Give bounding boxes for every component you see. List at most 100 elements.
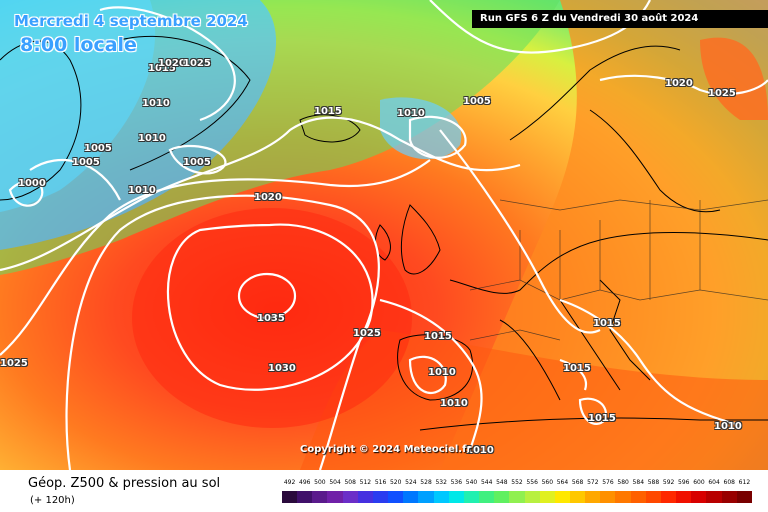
- run-info-banner: Run GFS 6 Z du Vendredi 30 août 2024: [472, 10, 768, 28]
- scale-swatch: [539, 491, 555, 503]
- warm-south-region: [300, 330, 768, 470]
- isobar-label: 1010: [466, 445, 494, 456]
- scale-swatch: [721, 491, 737, 503]
- scale-swatch: [433, 491, 449, 503]
- forecast-time: 8:00 locale: [20, 34, 137, 56]
- scale-label: 572: [587, 479, 599, 486]
- isobar-label: 1010: [128, 185, 156, 196]
- scale-swatch: [448, 491, 464, 503]
- isobar-label: 1005: [72, 157, 100, 168]
- isobar-label: 1015: [593, 318, 621, 329]
- scale-label: 588: [647, 479, 660, 486]
- scale-label: 560: [541, 479, 554, 486]
- isobars: [0, 0, 768, 470]
- scale-swatch: [297, 491, 313, 503]
- scale-swatch: [494, 491, 510, 503]
- isobar-label: 1015: [588, 413, 616, 424]
- scale-swatch: [660, 491, 677, 503]
- geopotential-map: [0, 0, 768, 470]
- chart-title: Géop. Z500 & pression au sol: [28, 476, 221, 491]
- color-scale-bar: [282, 491, 752, 503]
- scale-swatch: [403, 491, 419, 503]
- scale-label: 504: [329, 479, 341, 486]
- isobar-label: 1015: [563, 363, 591, 374]
- scale-label: 512: [359, 479, 372, 486]
- scale-swatch: [554, 491, 570, 503]
- scale-label: 584: [632, 479, 645, 486]
- isobar-label: 1020: [254, 192, 282, 203]
- scale-label: 592: [662, 479, 675, 486]
- scale-label: 600: [693, 479, 705, 486]
- scale-swatch: [706, 491, 722, 503]
- scale-label: 492: [283, 479, 296, 486]
- isobar-label: 1020: [158, 58, 186, 69]
- isobar-label: 1015: [424, 331, 452, 342]
- isobar-label: 1010: [428, 367, 456, 378]
- scale-swatch: [282, 491, 298, 503]
- scale-swatch: [600, 491, 616, 503]
- isobar-label: 1000: [18, 178, 46, 189]
- scale-swatch: [615, 491, 631, 503]
- scale-label: 496: [299, 479, 311, 486]
- scale-label: 556: [526, 479, 538, 486]
- scale-swatch: [357, 491, 373, 503]
- scale-swatch: [585, 491, 601, 503]
- isobar-label: 1020: [665, 78, 693, 89]
- isobar-label: 1005: [183, 157, 211, 168]
- scale-label: 608: [723, 479, 735, 486]
- scale-swatch: [312, 491, 328, 503]
- scale-label: 604: [708, 479, 720, 486]
- scale-label: 500: [314, 479, 326, 486]
- scale-label: 520: [389, 479, 402, 486]
- isobar-label: 1025: [353, 328, 381, 339]
- scale-swatch: [691, 491, 707, 503]
- scale-label: 568: [571, 479, 584, 486]
- scale-label: 548: [496, 479, 508, 486]
- scale-label: 532: [435, 479, 447, 486]
- scale-swatch: [372, 491, 389, 503]
- isobar-label: 1010: [440, 398, 468, 409]
- scale-swatch: [524, 491, 540, 503]
- isobar-label: 1025: [0, 358, 28, 369]
- scale-swatch: [736, 491, 752, 503]
- scale-swatch: [327, 491, 343, 503]
- cold-core-region: [0, 0, 156, 212]
- scale-label: 516: [374, 479, 387, 486]
- isobar-label: 1030: [268, 363, 296, 374]
- scale-label: 552: [511, 479, 523, 486]
- scale-swatch: [676, 491, 692, 503]
- scale-swatch: [509, 491, 525, 503]
- scale-swatch: [569, 491, 586, 503]
- scale-label: 564: [556, 479, 569, 486]
- forecast-lead-time: (+ 120h): [30, 495, 75, 506]
- scale-swatch: [479, 491, 495, 503]
- isobar-label: 1035: [257, 313, 285, 324]
- scale-label: 524: [405, 479, 417, 486]
- northern-cold-pocket: [380, 97, 462, 160]
- scale-label: 536: [450, 479, 463, 486]
- isobar-label: 1005: [84, 143, 112, 154]
- warm-europe-region: [440, 0, 768, 470]
- color-scale-labels: 492 496 500 504 508 512 516 520 524 528 532 536 540 5…: [282, 479, 752, 489]
- scale-label: 612: [738, 479, 751, 486]
- legend-footer: Géop. Z500 & pression au sol (+ 120h) 49…: [0, 470, 768, 512]
- isobar-label: 1025: [183, 58, 211, 69]
- isobar-label: 1005: [463, 96, 491, 107]
- scale-swatch: [418, 491, 434, 503]
- isobar-label: 1015: [314, 106, 342, 117]
- east-warm-region: [700, 37, 768, 121]
- forecast-date: Mercredi 4 septembre 2024: [14, 12, 248, 30]
- scale-swatch: [630, 491, 646, 503]
- isobar-label: 1025: [708, 88, 736, 99]
- isobar-label: 1010: [138, 133, 166, 144]
- isobar-label: 1010: [397, 108, 425, 119]
- scale-label: 528: [420, 479, 432, 486]
- scale-label: 540: [465, 479, 478, 486]
- scale-swatch: [645, 491, 661, 503]
- scale-label: 576: [602, 479, 614, 486]
- scale-label: 580: [617, 479, 629, 486]
- scale-label: 508: [344, 479, 356, 486]
- country-borders: [469, 199, 768, 341]
- isobar-label: 1015: [148, 63, 176, 74]
